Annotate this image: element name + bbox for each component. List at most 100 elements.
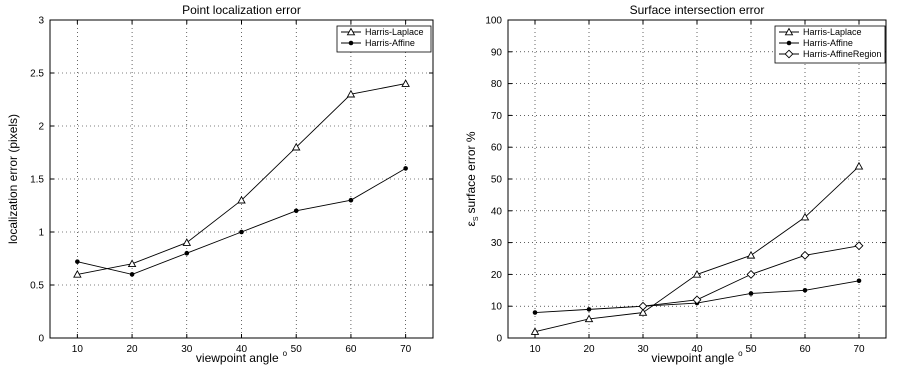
data-point [638, 308, 648, 316]
x-axis-label: viewpoint angle o [196, 349, 288, 365]
series-harris-affine [75, 166, 408, 277]
data-point [237, 195, 246, 204]
y-axis-label-symbol: ε [464, 221, 478, 227]
x-tick-label: 40 [236, 344, 248, 355]
legend-entry: Harris-AffineRegion [779, 49, 881, 59]
y-tick-label: 60 [491, 143, 503, 154]
data-point [129, 272, 135, 277]
legend-label: Harris-Affine [365, 38, 415, 48]
data-point [401, 79, 410, 87]
data-point [403, 166, 408, 171]
x-tick-label: 20 [127, 344, 139, 355]
y-axis-label-text: localization error (pixels) [6, 114, 20, 244]
legend-label: Harris-Affine [803, 38, 853, 48]
data-point [239, 229, 244, 235]
legend-marker [348, 40, 354, 46]
y-tick-label: 1 [38, 228, 44, 239]
data-point [73, 269, 82, 278]
data-point [127, 259, 137, 268]
y-tick-label: 2 [38, 122, 44, 133]
data-point [532, 310, 538, 315]
legend-entry: Harris-Laplace [779, 27, 862, 37]
data-point [184, 250, 190, 256]
x-tick-label: 40 [691, 344, 703, 355]
chart-title: Surface intersection error [630, 3, 765, 17]
x-tick-label: 60 [345, 344, 357, 355]
legend: Harris-LaplaceHarris-AffineHarris-Affine… [774, 25, 886, 64]
data-point [800, 250, 810, 260]
legend-entry: Harris-Laplace [341, 27, 424, 37]
chart-surface-error: 10 20 30 40 50 60 70 0 10 20 30 40 50 60 70 80 90 100 Surf… [464, 3, 887, 365]
y-axis-label: εSsurface error % [464, 131, 480, 226]
data-point [854, 241, 864, 251]
data-point [692, 269, 702, 278]
data-point [854, 161, 864, 170]
x-axis-label-sup: o [738, 349, 743, 358]
y-tick-label: 0 [38, 334, 44, 345]
legend-marker [784, 49, 794, 59]
legend-label: Harris-Laplace [803, 27, 862, 37]
x-axis-label: viewpoint angle o [651, 349, 743, 365]
y-tick-label: 20 [491, 270, 503, 281]
x-tick-label: 10 [72, 344, 84, 355]
y-tick-label: 3 [38, 16, 44, 27]
plot-frame [49, 19, 434, 339]
chart-localization-error: 10 20 30 40 50 60 70 0 0.5 1 1.5 2 2.5 3 Point localiz… [6, 3, 434, 365]
series-harris-laplace [73, 79, 410, 278]
data-point [348, 197, 354, 203]
data-point [746, 250, 756, 259]
legend-marker [346, 27, 356, 36]
x-axis-label-text: viewpoint angle [196, 351, 279, 365]
x-axis-label-text: viewpoint angle [651, 351, 734, 365]
series-harris-affineregion [638, 241, 864, 311]
y-tick-label: 100 [485, 16, 502, 27]
data-point [802, 288, 808, 293]
x-tick-label: 10 [529, 344, 541, 355]
data-point [748, 291, 754, 296]
legend-marker [784, 27, 794, 36]
y-tick-label: 30 [491, 238, 503, 249]
legend-entry: Harris-Affine [341, 38, 415, 48]
data-point [800, 212, 810, 221]
data-point [530, 327, 540, 335]
data-point [746, 269, 756, 279]
y-tick-label: 70 [491, 111, 503, 122]
data-point [584, 314, 594, 323]
y-tick-label: 50 [491, 175, 503, 186]
x-tick-label: 50 [291, 344, 303, 355]
y-tick-label: 10 [491, 302, 503, 313]
x-tick-label: 30 [637, 344, 649, 355]
data-point [586, 307, 592, 312]
chart-title: Point localization error [182, 3, 301, 17]
y-tick-label: 1.5 [30, 175, 44, 186]
data-point [293, 208, 299, 214]
x-tick-label: 60 [799, 344, 811, 355]
y-axis-label: localization error (pixels) [6, 114, 20, 244]
y-axis-label-sub: S [473, 216, 480, 221]
data-point [692, 295, 702, 305]
y-tick-label: 80 [491, 79, 503, 90]
data-point [291, 142, 301, 151]
legend-label: Harris-AffineRegion [803, 49, 881, 59]
x-tick-label: 30 [181, 344, 193, 355]
x-tick-label: 50 [745, 344, 757, 355]
data-point [638, 301, 648, 311]
legend-box [336, 25, 432, 53]
y-axis-label-text: surface error % [464, 131, 478, 213]
x-tick-label: 20 [583, 344, 595, 355]
y-tick-label: 90 [491, 47, 503, 58]
y-tick-label: 0.5 [30, 281, 44, 292]
data-point [856, 278, 862, 284]
x-tick-label: 70 [853, 344, 865, 355]
legend-entry: Harris-Affine [779, 38, 853, 48]
series-harris-laplace [530, 161, 864, 335]
x-tick-label: 70 [400, 344, 412, 355]
y-tick-label: 40 [491, 206, 503, 217]
y-tick-label: 2.5 [30, 69, 44, 80]
legend-marker [786, 40, 792, 46]
legend-label: Harris-Laplace [365, 27, 424, 37]
x-axis-label-sup: o [283, 349, 288, 358]
y-tick-label: 0 [496, 334, 502, 345]
